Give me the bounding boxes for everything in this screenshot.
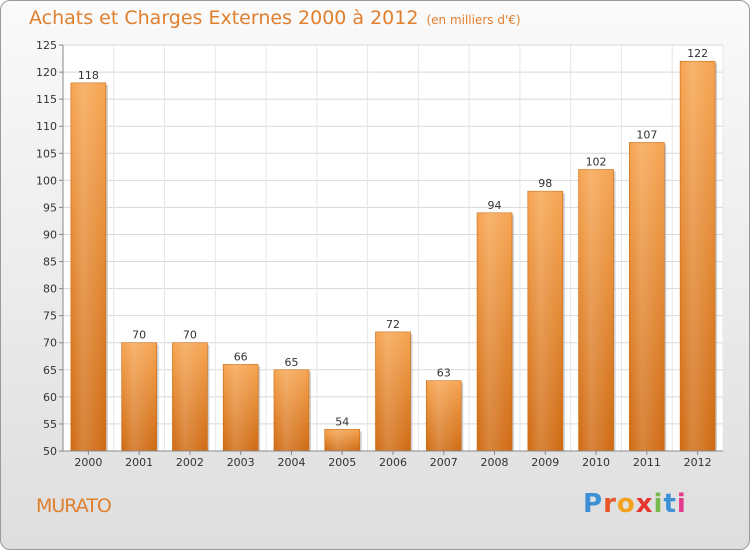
bar-highlight [426, 380, 462, 451]
y-tick-label: 90 [43, 228, 57, 241]
y-tick-label: 115 [36, 93, 57, 106]
x-tick-label-2000: 2000 [74, 456, 102, 469]
bar-highlight [121, 342, 157, 451]
x-tick-label-2008: 2008 [481, 456, 509, 469]
x-tick-label-2007: 2007 [430, 456, 458, 469]
x-tick-label-2010: 2010 [582, 456, 610, 469]
logo-letter: i [653, 489, 664, 519]
logo-letter: t [663, 489, 677, 519]
value-label-2008: 94 [488, 199, 502, 212]
logo-letter: r [603, 489, 617, 519]
logo-letter: i [676, 489, 687, 519]
bar-highlight [680, 61, 716, 452]
value-label-2002: 70 [183, 329, 197, 342]
y-tick-label: 95 [43, 201, 57, 214]
value-label-2003: 66 [234, 350, 248, 363]
y-tick-label: 60 [43, 391, 57, 404]
value-label-2012: 122 [687, 47, 708, 60]
y-tick-label: 120 [36, 66, 57, 79]
y-tick-label: 55 [43, 418, 57, 431]
x-tick-label-2005: 2005 [328, 456, 356, 469]
value-label-2009: 98 [538, 177, 552, 190]
value-label-2011: 107 [636, 128, 657, 141]
y-tick-label: 110 [36, 120, 57, 133]
proxiti-logo: Proxiti [583, 489, 687, 519]
y-tick-label: 100 [36, 174, 57, 187]
bar-highlight [273, 369, 309, 451]
value-label-2005: 54 [335, 415, 349, 428]
bar-highlight [527, 191, 563, 451]
logo-letter: P [583, 489, 604, 519]
value-label-2001: 70 [132, 329, 146, 342]
y-tick-label: 80 [43, 283, 57, 296]
location-name: MURATO [36, 495, 112, 517]
y-tick-label: 85 [43, 256, 57, 269]
bar-highlight [629, 142, 665, 451]
bar-highlight [223, 364, 259, 451]
bar-highlight [375, 331, 411, 451]
x-tick-label-2001: 2001 [125, 456, 153, 469]
chart-title-text: Achats et Charges Externes 2000 à 2012 [29, 7, 419, 29]
value-label-2004: 65 [284, 356, 298, 369]
logo-letter: o [616, 489, 636, 519]
y-tick-label: 105 [36, 147, 57, 160]
y-tick-label: 125 [36, 39, 57, 52]
y-tick-label: 50 [43, 445, 57, 458]
chart-subtitle: (en milliers d'€) [426, 13, 521, 27]
bar-highlight [578, 169, 614, 452]
value-label-2006: 72 [386, 318, 400, 331]
value-label-2000: 118 [78, 69, 99, 82]
bar-highlight [477, 212, 513, 451]
value-label-2007: 63 [437, 367, 451, 380]
x-tick-label-2003: 2003 [227, 456, 255, 469]
y-tick-label: 70 [43, 337, 57, 350]
y-tick-label: 75 [43, 310, 57, 323]
y-tick-label: 65 [43, 364, 57, 377]
x-tick-label-2009: 2009 [531, 456, 559, 469]
x-tick-label-2004: 2004 [277, 456, 305, 469]
bar-highlight [70, 82, 106, 451]
x-tick-label-2002: 2002 [176, 456, 204, 469]
logo-letter: x [635, 489, 654, 519]
x-tick-label-2006: 2006 [379, 456, 407, 469]
x-tick-label-2012: 2012 [684, 456, 712, 469]
bar-highlight [172, 342, 208, 451]
bar-highlight [324, 429, 360, 451]
value-label-2010: 102 [586, 156, 607, 169]
chart-title: Achats et Charges Externes 2000 à 2012 (e… [29, 7, 521, 29]
x-tick-label-2011: 2011 [633, 456, 661, 469]
